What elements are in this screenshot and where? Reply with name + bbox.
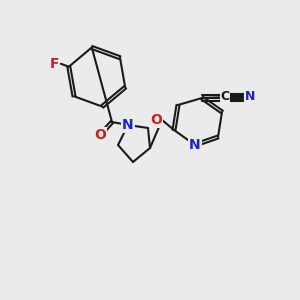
Text: N: N [189,138,201,152]
Text: N: N [245,91,255,103]
Text: F: F [50,57,60,71]
Text: C: C [220,91,230,103]
Text: O: O [94,128,106,142]
Text: O: O [150,113,162,127]
Text: N: N [122,118,134,132]
